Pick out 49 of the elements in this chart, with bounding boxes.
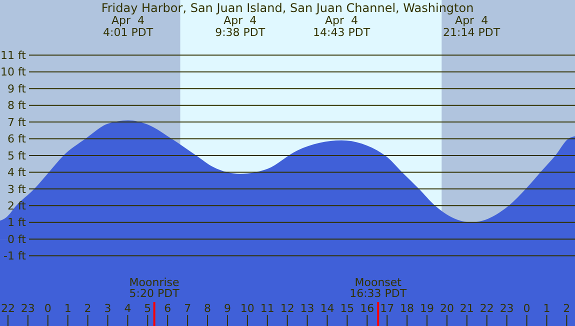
x-tick-label: 2: [563, 302, 570, 315]
y-tick-label: 5 ft: [8, 149, 27, 162]
x-tick-label: 18: [400, 302, 414, 315]
x-tick-label: 16: [360, 302, 374, 315]
y-tick-label: 0 ft: [8, 232, 27, 246]
x-tick-label: 1: [64, 302, 72, 315]
y-tick-label: 7 ft: [8, 116, 27, 129]
x-tick-label: 0: [523, 302, 530, 315]
x-tick-label: 22: [480, 302, 494, 315]
x-tick-label: 14: [320, 302, 334, 315]
annotation: Apr 4 4:01 PDT: [103, 14, 154, 39]
ref-line-label: Moonset 16:33 PDT: [350, 276, 407, 300]
x-tick-label: 20: [440, 302, 454, 315]
annotation: Apr 4 21:14 PDT: [443, 14, 500, 39]
x-tick-label: 4: [124, 302, 132, 315]
y-tick-label: 2 ft: [8, 199, 27, 212]
y-tick-label: 9 ft: [8, 82, 27, 96]
x-tick-label: 19: [420, 302, 434, 315]
x-tick-label: 11: [260, 302, 274, 315]
y-tick-label: 11 ft: [0, 49, 27, 62]
x-tick-label: 12: [280, 302, 294, 315]
y-tick-label: 3 ft: [8, 182, 27, 196]
x-tick-label: 2: [84, 302, 92, 315]
x-tick-label: 17: [380, 302, 394, 315]
y-tick-label: 4 ft: [8, 166, 27, 180]
x-tick-label: 0: [44, 302, 52, 315]
annotation: Apr 4 14:43 PDT: [313, 14, 370, 39]
y-tick-label: 1 ft: [8, 216, 27, 230]
y-tick-label: 8 ft: [8, 99, 27, 112]
y-tick-label: 10 ft: [0, 66, 27, 79]
chart-title: Friday Harbor, San Juan Island, San Juan Channel, Washington: [101, 1, 474, 15]
y-tick-label: 6 ft: [8, 132, 27, 146]
x-tick-label: 23: [20, 302, 35, 315]
x-tick-label: 9: [224, 302, 231, 315]
x-tick-label: 1: [543, 302, 550, 315]
ref-line-label: Moonrise 5:20 PDT: [129, 276, 180, 300]
x-tick-label: 22: [0, 302, 15, 315]
x-tick-label: 10: [240, 302, 254, 315]
y-tick-label: -1 ft: [4, 250, 27, 263]
x-tick-label: 5: [144, 302, 152, 315]
x-tick-label: 7: [184, 302, 192, 315]
x-tick-label: 21: [460, 302, 474, 315]
x-tick-label: 6: [164, 302, 172, 315]
x-tick-label: 3: [104, 302, 112, 315]
x-tick-label: 15: [340, 302, 354, 315]
annotation: Apr 4 9:38 PDT: [215, 14, 266, 39]
x-tick-label: 23: [500, 302, 514, 315]
x-tick-label: 13: [300, 302, 314, 315]
x-tick-label: 8: [204, 302, 212, 315]
